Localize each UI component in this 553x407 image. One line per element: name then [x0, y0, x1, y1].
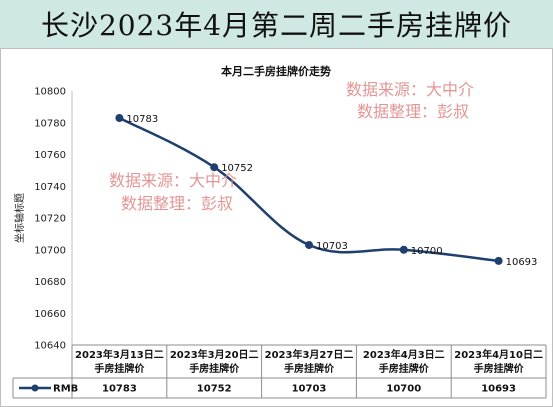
data-label: 10783	[126, 114, 158, 125]
y-tick-label: 10680	[34, 277, 66, 288]
chart-title: 本月二手房挂牌价走势	[221, 64, 331, 78]
category-label: 2023年3月20日二	[170, 348, 259, 361]
line-chart: 本月二手房挂牌价走势 10640 10660 10680 10700 10720 10740…	[12, 64, 547, 399]
watermark-source: 数据来源：大中介	[346, 80, 474, 99]
data-label: 10693	[506, 257, 538, 268]
category-label: 2023年3月13日二	[75, 348, 164, 361]
table-value: 10700	[386, 384, 421, 395]
category-label: 手房挂牌价	[474, 362, 525, 375]
y-tick-label: 10760	[34, 150, 66, 161]
y-tick-label: 10800	[34, 87, 66, 98]
data-label: 10700	[411, 246, 443, 257]
category-label: 2023年4月10日二	[454, 348, 543, 361]
data-point	[399, 245, 408, 254]
category-label: 手房挂牌价	[379, 362, 430, 375]
legend-label: RMB	[53, 384, 78, 395]
y-axis-title: 坐标轴标题	[13, 193, 26, 243]
data-point	[305, 240, 313, 249]
y-tick-label: 10780	[34, 118, 66, 129]
data-point	[210, 163, 219, 172]
y-tick-label: 10720	[34, 214, 66, 225]
title-band: 长沙2023年4月第二周二手房挂牌价	[0, 0, 553, 48]
table-value: 10783	[102, 384, 137, 395]
data-point	[494, 256, 503, 265]
category-label: 2023年4月3日二	[363, 348, 445, 361]
y-tick-label: 10700	[34, 245, 66, 256]
watermark-source: 数据来源：大中介	[109, 171, 237, 190]
data-label: 10752	[221, 163, 253, 174]
watermark-compiler: 数据整理：彭叔	[121, 194, 233, 213]
y-tick-label: 10740	[34, 182, 66, 193]
table-value: 10693	[481, 384, 516, 395]
y-tick-label: 10640	[34, 341, 66, 352]
y-tick-label: 10660	[34, 309, 66, 320]
table-value: 10752	[197, 384, 232, 395]
chart-frame: 本月二手房挂牌价走势 10640 10660 10680 10700 10720 10740…	[0, 48, 553, 407]
data-point	[115, 113, 124, 122]
category-label: 手房挂牌价	[94, 362, 145, 375]
data-label: 10703	[316, 241, 348, 252]
category-label: 手房挂牌价	[284, 362, 335, 375]
watermark-compiler: 数据整理：彭叔	[357, 102, 469, 121]
legend-marker	[31, 384, 39, 392]
category-label: 2023年3月27日二	[265, 348, 354, 361]
table-value: 10703	[292, 384, 327, 395]
category-label: 手房挂牌价	[189, 362, 240, 375]
page-title: 长沙2023年4月第二周二手房挂牌价	[40, 9, 513, 42]
